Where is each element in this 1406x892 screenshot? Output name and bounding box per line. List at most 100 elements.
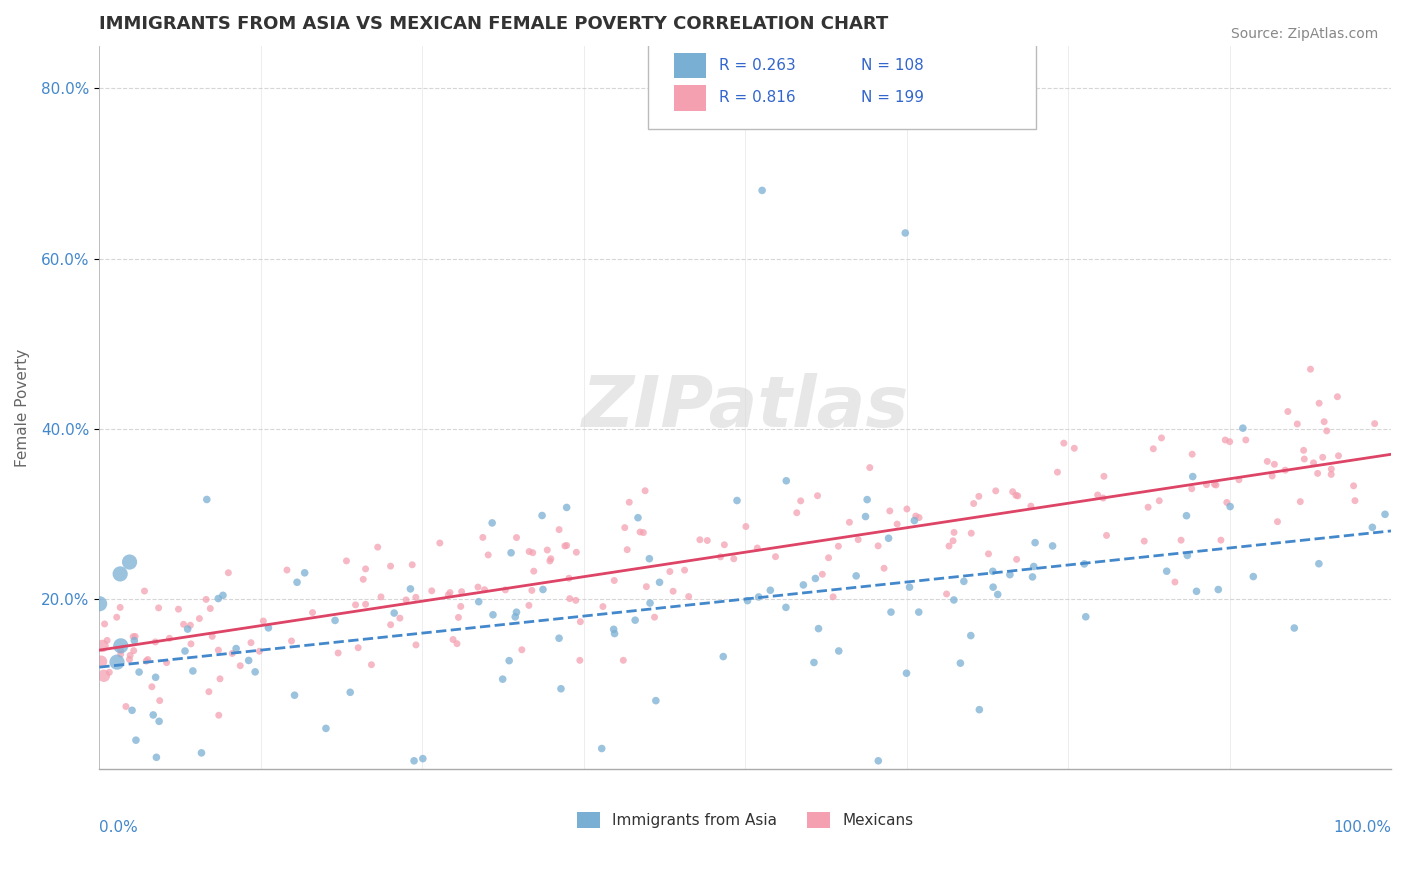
Point (429, 536, 451, 550)
Point (963, 496, 986, 510)
Point (405, 591, 427, 605)
Point (195, 592, 218, 607)
Point (1302, 456, 1324, 470)
Point (110, 647, 132, 661)
Point (367, 540, 389, 554)
Point (1053, 436, 1076, 450)
Point (960, 526, 983, 541)
Point (1042, 539, 1064, 553)
Point (173, 617, 195, 632)
Point (1267, 515, 1289, 529)
Point (969, 703, 991, 717)
Point (471, 531, 494, 545)
Point (935, 587, 957, 601)
Point (709, 549, 731, 564)
Point (638, 596, 661, 610)
Point (179, 618, 201, 632)
Point (505, 605, 527, 619)
Point (838, 515, 860, 529)
Point (370, 590, 392, 604)
Point (301, 606, 323, 620)
Point (122, 630, 145, 644)
Point (817, 550, 839, 565)
Point (437, 588, 460, 602)
Point (208, 708, 231, 723)
Point (807, 622, 830, 636)
Point (624, 613, 647, 627)
Point (188, 611, 211, 625)
Point (145, 670, 167, 684)
Point (531, 508, 554, 523)
Point (627, 510, 650, 524)
Point (1046, 465, 1069, 479)
Point (811, 567, 834, 582)
Point (568, 653, 591, 667)
Point (145, 635, 167, 649)
Point (855, 509, 877, 524)
Point (180, 637, 202, 651)
Text: ZIPatlas: ZIPatlas (582, 373, 908, 442)
Point (395, 592, 418, 607)
Point (591, 741, 613, 756)
FancyBboxPatch shape (673, 53, 706, 78)
Point (747, 541, 769, 555)
Point (93, 669, 115, 683)
Point (662, 584, 685, 599)
Point (1001, 484, 1024, 499)
Point (148, 714, 170, 729)
Point (156, 656, 179, 670)
Point (1092, 491, 1115, 505)
Point (868, 539, 890, 553)
Point (110, 643, 132, 657)
Point (1019, 499, 1042, 513)
Point (208, 672, 231, 686)
Point (633, 525, 655, 540)
Point (354, 562, 377, 576)
Point (953, 574, 976, 589)
Point (136, 652, 159, 666)
Point (550, 681, 572, 696)
Point (243, 665, 266, 679)
Point (1021, 570, 1043, 584)
Text: IMMIGRANTS FROM ASIA VS MEXICAN FEMALE POVERTY CORRELATION CHART: IMMIGRANTS FROM ASIA VS MEXICAN FEMALE P… (100, 15, 889, 33)
Point (1213, 433, 1236, 447)
Point (531, 582, 554, 597)
Point (1209, 533, 1232, 548)
Point (711, 649, 734, 664)
Point (765, 549, 787, 564)
Point (558, 571, 581, 585)
Point (1306, 467, 1329, 481)
Point (481, 516, 503, 530)
Point (1277, 404, 1299, 418)
Point (474, 582, 496, 597)
Point (628, 524, 651, 539)
Point (536, 543, 558, 558)
Point (613, 520, 636, 534)
Point (198, 684, 221, 698)
Point (558, 591, 581, 606)
Point (1208, 582, 1230, 597)
Point (523, 564, 546, 578)
Point (789, 494, 811, 508)
Point (115, 699, 138, 714)
Point (118, 555, 141, 569)
Point (482, 607, 505, 622)
Point (148, 600, 170, 615)
Point (898, 580, 921, 594)
Point (775, 474, 797, 488)
Point (1312, 450, 1334, 465)
Point (167, 602, 190, 616)
Point (1292, 443, 1315, 458)
Point (1181, 469, 1204, 483)
Point (981, 580, 1004, 594)
Point (612, 653, 634, 667)
Point (517, 544, 540, 558)
Point (903, 514, 925, 528)
Point (554, 539, 576, 553)
Point (658, 565, 681, 579)
Point (335, 554, 357, 568)
Point (135, 654, 157, 668)
Point (873, 561, 896, 575)
FancyBboxPatch shape (673, 86, 706, 111)
Point (1150, 431, 1173, 445)
